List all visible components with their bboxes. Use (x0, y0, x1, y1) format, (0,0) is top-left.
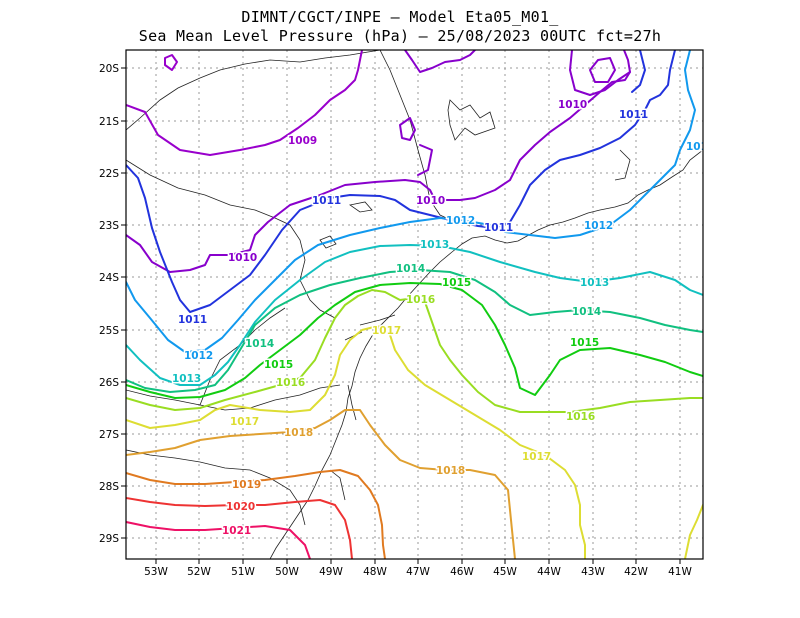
contour-label: 1020 (226, 501, 255, 513)
map-frame (125, 49, 704, 560)
isobar-1018 (126, 409, 516, 559)
contour-label: 1016 (566, 411, 595, 423)
contour-label: 1012 (446, 215, 475, 227)
lon-label: 42W (624, 566, 648, 578)
isobar-1010-north (404, 50, 476, 73)
contour-label: 1013 (420, 239, 449, 251)
isobar-1012 (126, 50, 696, 353)
isobar-1013 (126, 244, 703, 386)
lat-label: 24S (99, 272, 119, 284)
isobar-1017-east (684, 504, 703, 559)
contour-label: 1016 (276, 377, 305, 389)
isobar-1015 (126, 282, 703, 399)
isobar-1009 (126, 50, 363, 156)
contour-labels: 1009 1010 1010 1010 1011 1011 1011 1011 … (171, 98, 708, 539)
lon-label: 43W (581, 566, 605, 578)
isobar-1020 (126, 497, 353, 559)
contour-label: 1011 (312, 195, 341, 207)
contour-label: 1018 (284, 427, 313, 439)
latitude-labels: 20S 21S 22S 23S 24S 25S 26S 27S 28S 29S (99, 63, 119, 545)
contour-label: 1019 (232, 479, 261, 491)
contour-label: 101 (686, 141, 708, 153)
lon-label: 44W (537, 566, 561, 578)
contour-label: 1015 (264, 359, 293, 371)
lat-label: 27S (99, 429, 119, 441)
map-background (126, 50, 703, 559)
lon-label: 51W (231, 566, 255, 578)
lon-label: 48W (363, 566, 387, 578)
contour-label: 1014 (572, 306, 601, 318)
contour-label: 1015 (442, 277, 471, 289)
lon-label: 47W (406, 566, 430, 578)
contour-label: 1011 (178, 314, 207, 326)
contour-label: 1012 (184, 350, 213, 362)
contour-label: 1010 (416, 195, 445, 207)
lon-label: 45W (493, 566, 517, 578)
isobar-1021 (126, 521, 311, 559)
isobar-1010 (126, 50, 631, 273)
isobar-1014 (126, 269, 703, 393)
lon-label: 41W (668, 566, 692, 578)
isobar-1011-north (631, 50, 646, 93)
isobar-1010-loop (399, 117, 416, 141)
isobar-1011 (126, 50, 676, 313)
lon-label: 49W (319, 566, 343, 578)
graticule (126, 50, 703, 559)
lat-label: 22S (99, 168, 119, 180)
contour-label: 1014 (396, 263, 425, 275)
lon-label: 50W (275, 566, 299, 578)
contour-label: 1017 (372, 325, 401, 337)
lat-label: 23S (99, 220, 119, 232)
contour-label: 1017 (522, 451, 551, 463)
contour-label: 1010 (228, 252, 257, 264)
lon-label: 46W (450, 566, 474, 578)
contour-label: 1018 (436, 465, 465, 477)
contour-label: 1017 (230, 416, 259, 428)
lon-label: 52W (187, 566, 211, 578)
isobar-1017 (126, 325, 586, 559)
axis-ticks (121, 67, 681, 564)
contour-label: 1011 (484, 222, 513, 234)
contour-label: 1011 (619, 109, 648, 121)
lat-label: 25S (99, 325, 119, 337)
longitude-labels: 53W 52W 51W 50W 49W 48W 47W 46W 45W 44W … (144, 566, 692, 578)
isobar-1019 (126, 469, 386, 559)
isobar-1010-ring (589, 57, 616, 83)
isobar-1010-west (417, 144, 433, 176)
lat-label: 21S (99, 116, 119, 128)
contour-label: 1013 (580, 277, 609, 289)
isobar-1009-loop (164, 54, 178, 71)
lon-label: 53W (144, 566, 168, 578)
lat-label: 29S (99, 533, 119, 545)
contour-label: 1021 (222, 525, 251, 537)
lat-label: 26S (99, 377, 119, 389)
contour-label: 1013 (172, 373, 201, 385)
lat-label: 28S (99, 481, 119, 493)
isobar-1010-east (569, 50, 631, 96)
contour-label: 1012 (584, 220, 613, 232)
map-title-line2: Sea Mean Level Pressure (hPa) — 25/08/20… (138, 27, 662, 45)
contour-label: 1016 (406, 294, 435, 306)
lat-label: 20S (99, 63, 119, 75)
map-title-line1: DIMNT/CGCT/INPE — Model Eta05_M01_ (241, 8, 559, 26)
contour-label: 1014 (245, 338, 274, 350)
contour-label: 1015 (570, 337, 599, 349)
contour-label: 1010 (558, 99, 587, 111)
isobar-1016 (126, 289, 703, 413)
contour-label: 1009 (288, 135, 317, 147)
